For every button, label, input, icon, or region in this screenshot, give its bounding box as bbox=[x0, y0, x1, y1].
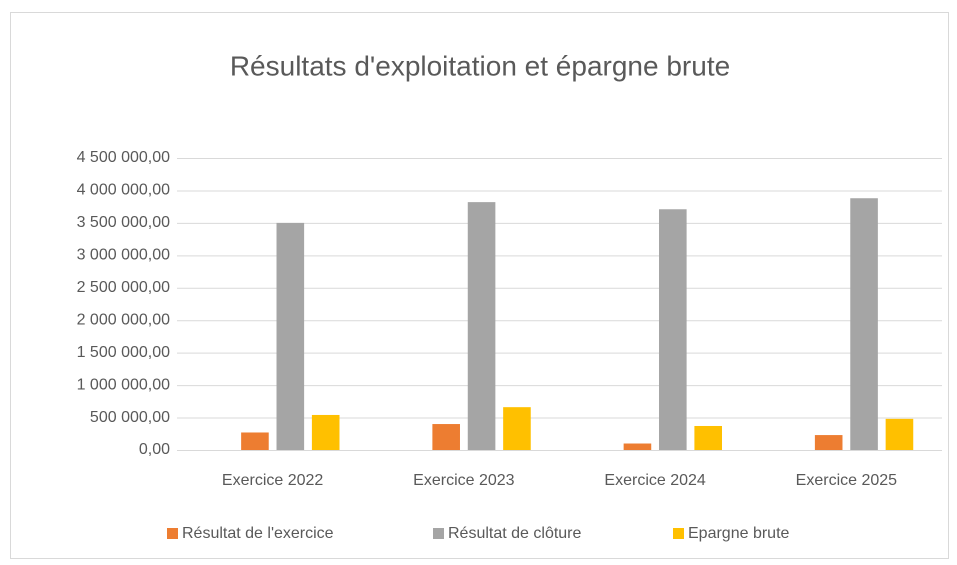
bar bbox=[241, 432, 269, 450]
y-tick-label: 2 500 000,00 bbox=[77, 279, 171, 296]
x-tick-label: Exercice 2024 bbox=[604, 472, 705, 489]
legend-label: Résultat de clôture bbox=[448, 525, 582, 542]
chart-title: Résultats d'exploitation et épargne brut… bbox=[230, 50, 730, 81]
bar bbox=[276, 222, 305, 450]
x-tick-label: Exercice 2025 bbox=[796, 472, 897, 489]
bar bbox=[432, 424, 460, 450]
bar bbox=[311, 414, 340, 450]
bar bbox=[814, 435, 843, 450]
y-tick-label: 0,00 bbox=[139, 441, 170, 458]
bar bbox=[503, 407, 531, 450]
legend-label: Résultat de l'exercice bbox=[182, 525, 334, 542]
bar bbox=[694, 425, 722, 450]
legend-swatch bbox=[673, 528, 684, 539]
y-tick-label: 4 000 000,00 bbox=[77, 182, 171, 199]
y-tick-label: 2 000 000,00 bbox=[77, 311, 171, 328]
y-tick-label: 3 000 000,00 bbox=[77, 247, 171, 264]
bar bbox=[467, 202, 496, 450]
bar bbox=[885, 418, 914, 450]
x-tick-label: Exercice 2023 bbox=[413, 472, 514, 489]
y-tick-label: 3 500 000,00 bbox=[77, 214, 171, 231]
x-tick-label: Exercice 2022 bbox=[222, 472, 323, 489]
y-tick-label: 500 000,00 bbox=[90, 409, 170, 426]
legend-swatch bbox=[433, 528, 444, 539]
legend-swatch bbox=[167, 528, 178, 539]
y-tick-label: 4 500 000,00 bbox=[77, 149, 171, 166]
y-tick-label: 1 000 000,00 bbox=[77, 376, 171, 393]
bar bbox=[659, 209, 687, 450]
legend-label: Epargne brute bbox=[688, 525, 790, 542]
bar bbox=[623, 443, 652, 450]
y-tick-label: 1 500 000,00 bbox=[77, 344, 171, 361]
bar bbox=[850, 198, 878, 450]
